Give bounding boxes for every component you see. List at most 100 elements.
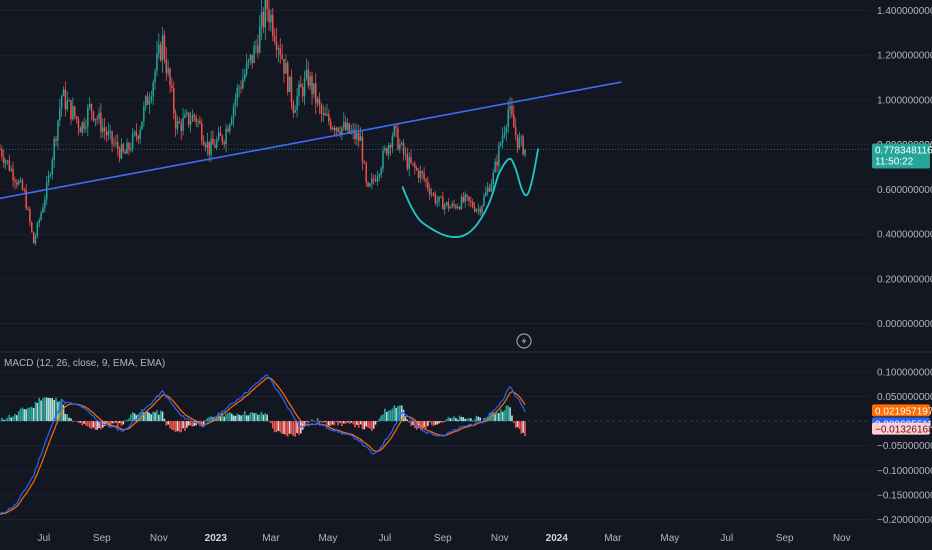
macd-histogram-bar [399,405,401,422]
macd-histogram-bar [193,421,196,427]
candle-body [187,112,190,125]
histogram-value-tag-bg [872,422,930,435]
candle-body [415,168,418,170]
last-price-tag-text: 11:50:22 [875,156,914,167]
macd-histogram-bar [507,405,510,422]
macd-histogram-bar [451,417,453,422]
candle-body [221,135,224,143]
macd-histogram-bar [516,421,519,428]
candle-body [255,45,257,47]
candle-body [62,89,65,97]
candle-body [305,69,308,79]
candle-body [10,168,12,171]
macd-histogram-bar [152,411,155,422]
candle-body [324,113,326,116]
candle-body [105,131,108,136]
candle-body [191,114,194,122]
macd-histogram-bar [206,418,209,422]
macd-histogram-bar [408,421,410,423]
macd-histogram-bar [397,406,399,422]
time-axis-label: 2024 [546,533,569,544]
macd-histogram-bar [131,412,134,422]
candle-body [141,121,143,130]
candle-body [236,87,239,100]
macd-histogram-bar [511,415,513,422]
candle-body [19,180,22,182]
time-axis-label: Mar [604,533,622,544]
candle-body [249,54,252,60]
candle-body [189,121,192,125]
macd-histogram-bar [367,421,369,428]
candle-body [8,160,11,171]
macd-histogram-bar [471,420,474,422]
macd-histogram-bar [116,421,119,428]
candle-body [217,132,220,141]
macd-histogram-bar [88,421,91,428]
macd-histogram-bar [109,421,112,427]
macd-histogram-bar [172,421,175,431]
handle-curve[interactable] [497,148,539,197]
candle-body [462,196,465,202]
candle-body [275,41,278,50]
candle-body [311,75,313,95]
macd-histogram-bar [387,410,390,422]
candle-body [490,183,493,192]
time-axis-label: Jul [38,533,51,544]
macd-histogram-bar [150,414,153,422]
candle-body [180,122,182,132]
macd-histogram-bar [34,401,37,422]
alert-flash-icon[interactable] [516,333,532,349]
candle-body [120,144,123,159]
macd-histogram-bar [337,421,339,426]
macd-histogram-bar [524,421,526,437]
candle-body [227,128,229,132]
macd-histogram-bar [329,421,332,426]
macd-histogram-bar [17,411,20,422]
candle-body [208,141,211,155]
macd-histogram-bar [10,417,13,422]
macd-histogram-bar [21,407,24,422]
macd-histogram-bar [376,421,379,422]
candle-body [430,193,433,195]
macd-histogram-bar [410,421,412,426]
macd-histogram-bar [126,419,128,422]
candle-body [404,154,407,156]
macd-histogram-bar [348,421,351,424]
price-overlays[interactable] [0,81,622,238]
candle-body [421,171,424,174]
candle-body [47,175,50,183]
macd-histogram-bar [309,420,311,422]
macd-histogram-bar [0,420,1,422]
candle-body [522,136,524,155]
macd-histogram-bar [406,419,409,422]
macd-histogram-bar [365,421,368,427]
macd-histogram-bar [344,421,347,424]
candle-body [339,131,341,135]
macd-histogram-bar [421,421,424,431]
candle-body [475,209,478,212]
candle-body [244,74,246,80]
candle-body [335,127,338,131]
candle-body [107,131,110,136]
candle-body [440,196,442,198]
cup-curve[interactable] [401,175,499,238]
macd-histogram-bar [55,397,57,422]
candle-body [204,145,207,148]
candle-body [514,127,517,135]
macd-histogram-bar [496,412,498,422]
candle-body [238,87,240,89]
candle-body [507,109,509,128]
candle-body [64,89,67,110]
trendline[interactable] [0,81,622,200]
candle-body [354,129,356,140]
macd-histogram-bar [449,418,452,422]
candle-body [322,113,324,115]
macd-histogram-bar [339,421,341,423]
time-axis[interactable]: Jul Sep Nov 2023 Mar May Jul Sep Nov 2024 Mar May Ju… [38,533,851,544]
macd-histogram-bar [219,416,222,422]
macd-axis[interactable]: 0.100000000 0.050000000 −0.050000000 −0.100… [877,367,932,526]
macd-histogram-bar [242,414,244,422]
candle-body [23,189,26,191]
candle-body [32,231,35,244]
